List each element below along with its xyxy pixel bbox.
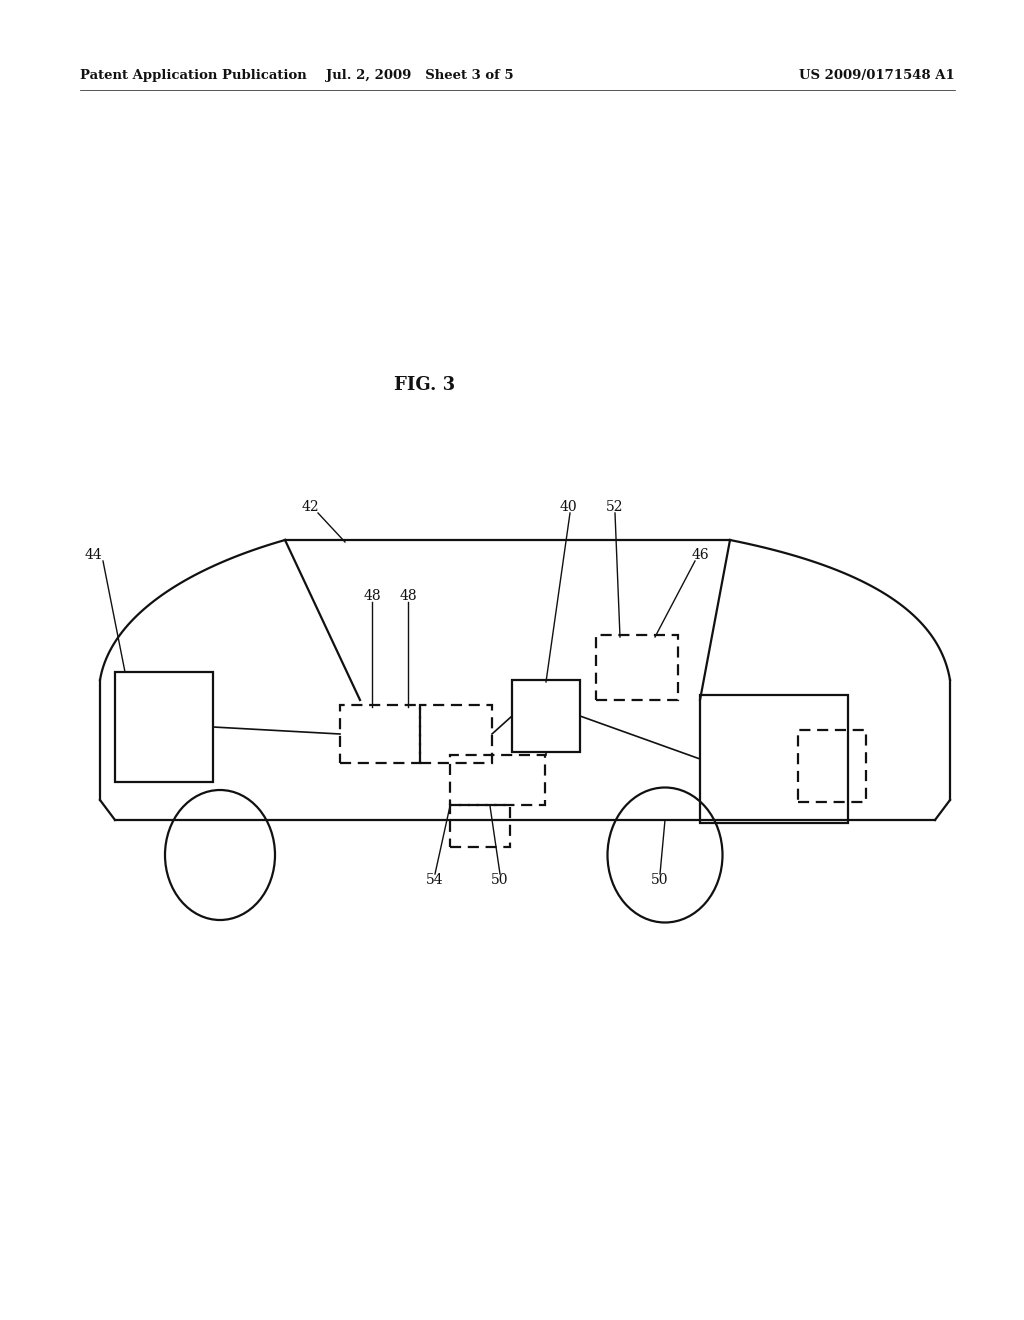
Text: 40: 40 — [559, 500, 577, 513]
Text: Jul. 2, 2009   Sheet 3 of 5: Jul. 2, 2009 Sheet 3 of 5 — [327, 69, 514, 82]
Text: 50: 50 — [651, 873, 669, 887]
Text: 42: 42 — [301, 500, 318, 513]
Bar — [596, 635, 678, 700]
Text: Patent Application Publication: Patent Application Publication — [80, 69, 307, 82]
Text: 48: 48 — [399, 589, 417, 603]
Text: 54: 54 — [426, 873, 443, 887]
Bar — [450, 805, 510, 847]
Bar — [512, 680, 580, 752]
Text: US 2009/0171548 A1: US 2009/0171548 A1 — [800, 69, 955, 82]
Bar — [798, 730, 866, 803]
Bar — [340, 705, 420, 763]
Text: 50: 50 — [492, 873, 509, 887]
Text: 52: 52 — [606, 500, 624, 513]
Bar — [420, 705, 492, 763]
Text: 44: 44 — [84, 548, 101, 562]
Bar — [700, 696, 848, 822]
Bar — [450, 755, 545, 805]
Text: 46: 46 — [691, 548, 709, 562]
Text: 48: 48 — [364, 589, 381, 603]
Bar — [115, 672, 213, 781]
Text: FIG. 3: FIG. 3 — [394, 376, 456, 393]
